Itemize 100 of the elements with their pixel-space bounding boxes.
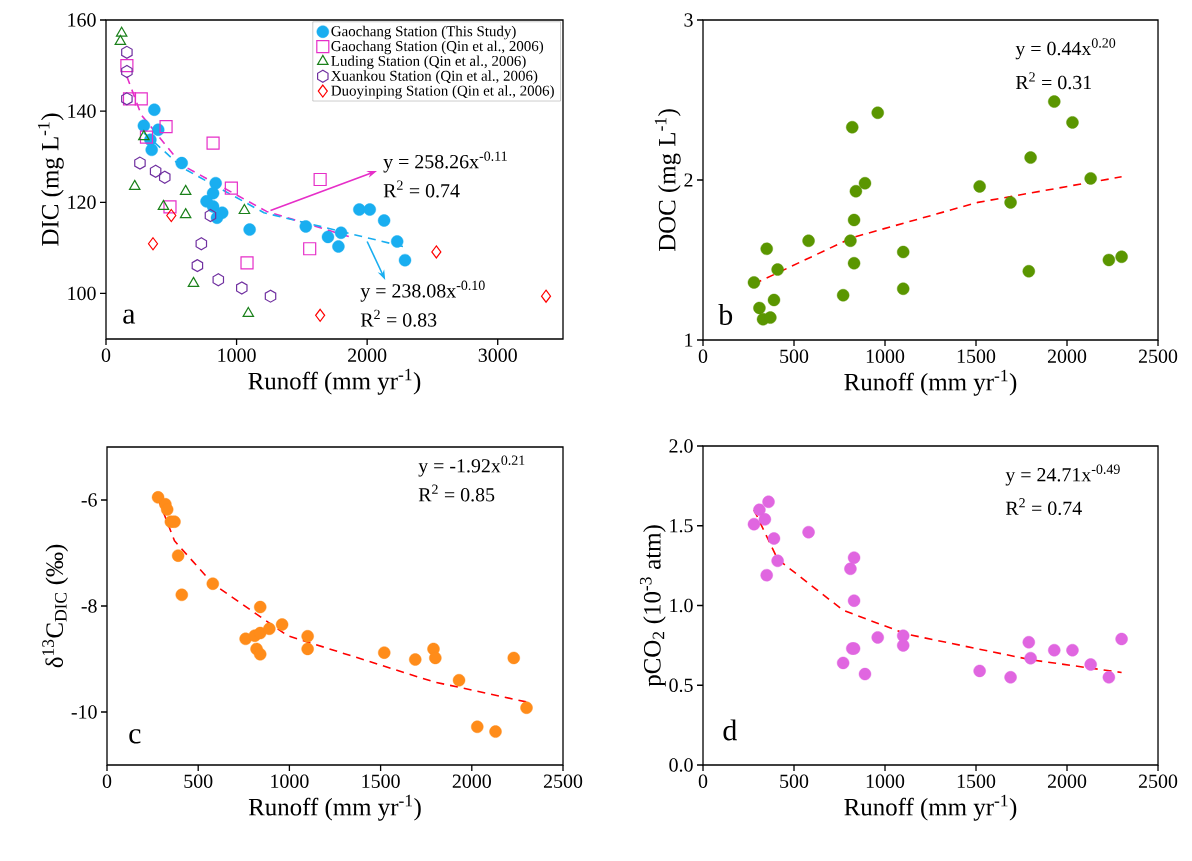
- annotation: R$^{2}$ = 0.83: [360, 309, 437, 327]
- x-tick-label: 2000: [452, 774, 491, 788]
- point: [409, 653, 422, 666]
- point: [158, 170, 171, 184]
- point: [242, 306, 255, 318]
- point: [315, 308, 326, 322]
- point: [363, 203, 376, 216]
- point: [1048, 643, 1061, 657]
- point: [206, 186, 220, 200]
- y-axis-title: DIC (mg L$^{-1}$): [37, 113, 64, 246]
- point: [206, 136, 220, 150]
- x-tick-label: 500: [780, 774, 809, 788]
- x-tick-label: 2500: [1138, 774, 1178, 788]
- y-tick-label: 100: [68, 286, 96, 301]
- x-tick-label: 3000: [478, 348, 517, 362]
- point: [753, 503, 766, 516]
- point: [138, 130, 150, 141]
- point: [1022, 265, 1035, 278]
- point: [973, 664, 986, 678]
- point: [802, 234, 815, 247]
- x-tick-label: 500: [780, 349, 809, 363]
- point: [897, 245, 910, 259]
- x-tick-label: 500: [184, 774, 213, 788]
- x-tick-label: 1000: [218, 348, 256, 362]
- annotation: R$^{2}$ = 0.74: [383, 180, 460, 198]
- point: [171, 549, 185, 562]
- point: [121, 45, 133, 59]
- annotation: d: [723, 719, 737, 741]
- point: [148, 103, 161, 116]
- point: [747, 276, 761, 289]
- point: [313, 172, 327, 187]
- point: [303, 242, 317, 256]
- point: [179, 184, 192, 195]
- x-axis-title: Runoff (mm yr$^{-1}$): [844, 369, 1017, 396]
- point: [1084, 172, 1097, 185]
- annotation: y = 258.26x$^{-0.11}$: [383, 151, 507, 173]
- point: [160, 503, 174, 516]
- point: [1048, 95, 1061, 108]
- point: [240, 256, 254, 270]
- point: [429, 651, 442, 665]
- point: [1084, 658, 1097, 671]
- point: [1115, 632, 1128, 646]
- point: [115, 26, 128, 37]
- annotation: c: [129, 729, 141, 744]
- y-tick-label: 160: [68, 13, 96, 27]
- y-axis-title: DOC (mg L$^{-1}$): [654, 109, 681, 252]
- point: [147, 237, 159, 251]
- point: [847, 551, 861, 564]
- point: [332, 240, 345, 253]
- annotation: R$^{2}$ = 0.85: [418, 484, 495, 502]
- point: [1102, 253, 1116, 267]
- x-axis-title: Runoff (mm yr$^{-1}$): [844, 794, 1017, 821]
- y-tick-label: 140: [68, 104, 96, 118]
- y-tick-label: 1.0: [670, 598, 693, 613]
- point: [471, 720, 484, 734]
- point: [114, 34, 127, 46]
- point: [1004, 196, 1017, 209]
- point: [321, 230, 335, 244]
- x-tick-label: 1000: [271, 774, 309, 788]
- point: [209, 176, 222, 190]
- x-tick-label: 2500: [543, 774, 583, 788]
- point: [1022, 635, 1035, 649]
- point: [121, 64, 133, 79]
- x-tick-label: 0: [102, 774, 112, 788]
- point: [159, 120, 173, 134]
- annotation: R$^{2}$ = 0.31: [1015, 72, 1091, 90]
- y-tick-label: -8: [81, 599, 97, 613]
- y-tick-label: 120: [68, 195, 96, 209]
- point: [204, 208, 217, 223]
- point: [844, 562, 857, 576]
- x-tick-label: 1500: [957, 774, 996, 788]
- point: [767, 293, 781, 307]
- point: [764, 311, 777, 324]
- point: [771, 263, 784, 276]
- point: [1102, 671, 1116, 684]
- y-tick-label: 3: [684, 13, 693, 27]
- point: [398, 253, 412, 267]
- x-tick-label: 2000: [1047, 349, 1087, 363]
- point: [254, 648, 267, 661]
- point: [187, 276, 200, 287]
- x-tick-label: 1000: [866, 349, 905, 363]
- point: [134, 156, 146, 170]
- point: [1115, 250, 1128, 263]
- point: [871, 106, 884, 119]
- point: [858, 176, 872, 190]
- y-axis-title: δ$^{13}$C$_{DIC}$ (‰): [42, 544, 69, 668]
- legend-label: Duoyinping Station (Qin et al., 2006): [331, 85, 554, 99]
- point: [1004, 671, 1017, 684]
- legend-label: Xuankou Station (Qin et al., 2006): [331, 70, 538, 84]
- point: [210, 211, 224, 224]
- annotation: a: [123, 309, 136, 324]
- legend-label: Gaochang Station (Qin et al., 2006): [331, 40, 544, 55]
- annotation: y = 0.44x$^{0.20}$: [1015, 38, 1116, 60]
- x-tick-label: 0: [698, 774, 708, 788]
- point: [353, 203, 366, 216]
- point: [897, 639, 910, 652]
- point: [378, 646, 391, 659]
- point: [145, 143, 158, 157]
- legend-label: Gaochang Station (This Study): [331, 25, 516, 40]
- y-tick-label: 1.5: [670, 519, 693, 533]
